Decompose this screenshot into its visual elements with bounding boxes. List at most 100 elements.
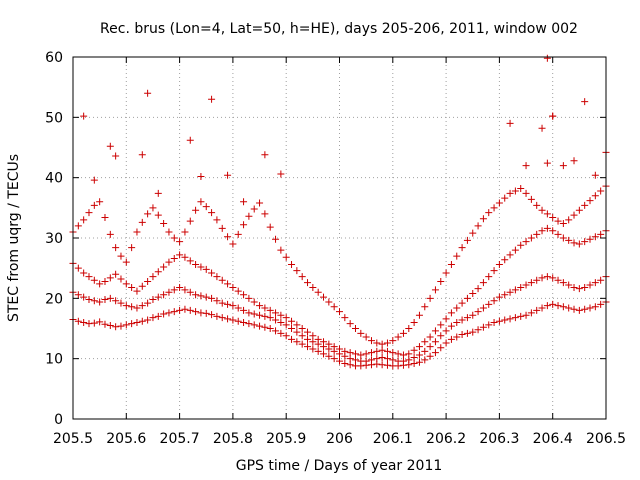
data-point: [80, 269, 88, 277]
data-point: [176, 283, 184, 291]
data-point: [112, 323, 120, 331]
data-point: [442, 327, 450, 335]
data-point: [570, 283, 578, 291]
data-point: [549, 227, 557, 235]
data-point: [293, 328, 301, 336]
data-point: [229, 283, 237, 291]
data-point: [431, 349, 439, 357]
data-point: [394, 350, 402, 358]
data-point: [256, 199, 264, 207]
data-point: [543, 159, 551, 167]
data-point: [154, 293, 162, 301]
data-point: [256, 302, 264, 310]
data-point: [293, 338, 301, 346]
x-tick-label: 206.4: [533, 431, 573, 447]
data-point: [399, 351, 407, 359]
data-point: [80, 293, 88, 301]
data-point: [389, 349, 397, 357]
data-point: [208, 95, 216, 103]
data-point: [581, 201, 589, 209]
data-point: [90, 276, 98, 284]
data-point: [597, 230, 605, 238]
data-point: [266, 325, 274, 332]
data-point: [288, 317, 296, 325]
data-point: [181, 286, 189, 294]
data-point: [538, 124, 546, 132]
data-point: [277, 318, 285, 326]
data-point: [437, 344, 445, 352]
data-point: [282, 332, 290, 340]
data-point: [581, 238, 589, 246]
data-point: [351, 325, 359, 332]
data-point: [144, 210, 152, 218]
data-point: [330, 355, 338, 363]
x-tick-label: 206.3: [479, 431, 519, 447]
data-point: [165, 288, 173, 296]
data-point: [85, 320, 93, 328]
data-point: [197, 172, 205, 180]
data-point: [378, 340, 386, 348]
data-point: [533, 306, 541, 314]
data-point: [250, 298, 258, 306]
data-point: [106, 321, 114, 329]
data-point: [106, 274, 114, 282]
data-point: [202, 293, 210, 301]
data-point: [261, 210, 269, 218]
data-point: [591, 171, 599, 179]
data-point: [154, 312, 162, 320]
data-point: [240, 221, 248, 229]
data-point: [517, 185, 525, 193]
data-point: [208, 311, 216, 319]
data-point: [240, 306, 248, 314]
data-point: [378, 346, 386, 354]
data-point: [549, 213, 557, 221]
data-point: [144, 277, 152, 285]
data-point: [101, 296, 109, 304]
data-point: [197, 198, 205, 206]
data-point: [357, 351, 365, 359]
data-point: [373, 347, 381, 355]
data-point: [351, 356, 359, 364]
data-point: [240, 318, 248, 326]
data-point: [415, 311, 423, 319]
data-point: [453, 304, 461, 312]
data-point: [506, 288, 514, 296]
data-point: [277, 329, 285, 337]
data-point: [447, 261, 455, 269]
data-point: [288, 335, 296, 343]
data-point: [367, 356, 375, 364]
data-point: [229, 316, 237, 324]
data-point: [112, 270, 120, 278]
data-point: [453, 333, 461, 341]
data-point: [170, 255, 178, 263]
data-point: [256, 322, 264, 330]
data-point: [410, 318, 418, 326]
data-point: [309, 345, 317, 353]
data-point: [522, 311, 530, 319]
grid-lines: [73, 57, 606, 419]
data-point: [389, 356, 397, 364]
data-point: [266, 306, 274, 314]
data-point: [197, 292, 205, 300]
data-point: [282, 321, 290, 329]
data-point: [160, 310, 168, 318]
data-point: [309, 338, 317, 346]
data-point: [469, 328, 477, 336]
data-point: [506, 251, 514, 259]
data-point: [591, 233, 599, 241]
data-point: [383, 339, 391, 347]
data-point: [245, 212, 253, 220]
data-point: [314, 288, 322, 296]
data-point: [405, 350, 413, 358]
data-point: [479, 304, 487, 312]
data-point: [549, 274, 557, 282]
data-point: [485, 273, 493, 281]
data-point: [170, 234, 178, 242]
data-point: [213, 312, 221, 320]
y-tick-label: 30: [45, 231, 63, 247]
data-point: [415, 351, 423, 359]
data-point: [96, 198, 104, 206]
data-point: [325, 298, 333, 306]
data-point: [357, 329, 365, 337]
data-point: [122, 258, 130, 266]
